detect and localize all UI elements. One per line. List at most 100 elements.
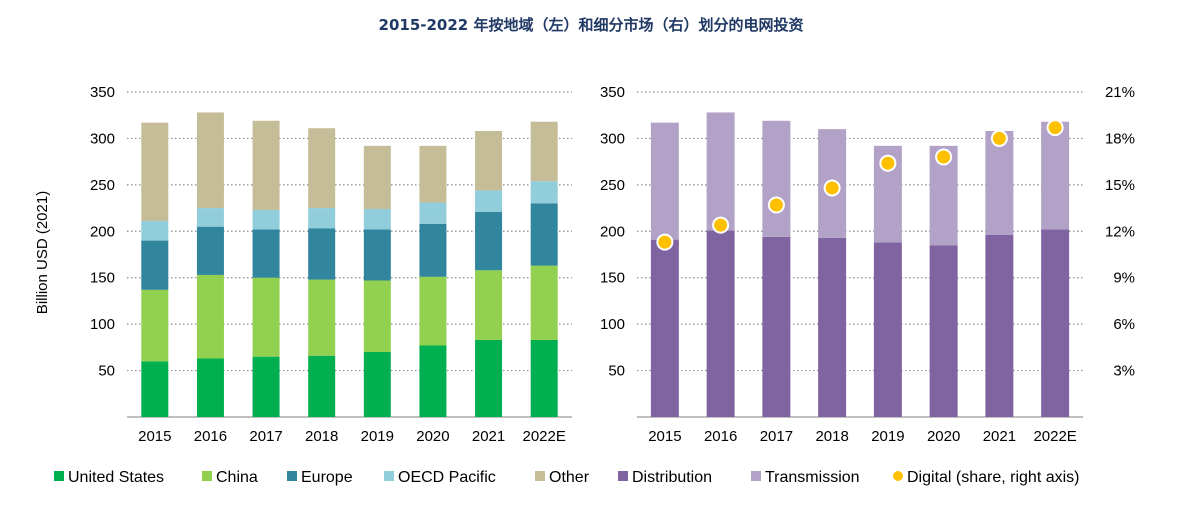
legend-marker-europe (287, 471, 297, 481)
x-tick-label: 2015 (648, 428, 681, 445)
legend-label-transmission: Transmission (765, 469, 860, 486)
bar-oecd-pacific (530, 181, 558, 204)
bar-china (308, 279, 336, 356)
bar-united-states (363, 352, 391, 417)
bar-china (363, 280, 391, 352)
bar-china (196, 274, 224, 359)
legend-marker-oecd-pacific (384, 471, 394, 481)
legend-label-distribution: Distribution (632, 469, 712, 486)
legend-label-china: China (216, 469, 258, 486)
bar-united-states (252, 356, 280, 417)
bar-united-states (530, 339, 558, 417)
bar-distribution (1041, 229, 1070, 417)
bar-other (419, 145, 447, 203)
y2-tick-label: 6% (1113, 316, 1135, 333)
bar-other (530, 121, 558, 182)
bar-oecd-pacific (308, 208, 336, 229)
point-digital-share-right-axis (656, 233, 674, 251)
y-tick-label: 350 (90, 84, 115, 101)
x-tick-label: 2022E (1033, 428, 1076, 445)
point-digital-share-right-axis (823, 179, 841, 197)
bar-united-states (419, 345, 447, 417)
x-tick-label: 2016 (194, 428, 227, 445)
y-tick-label: 250 (600, 177, 625, 194)
bar-europe (363, 229, 391, 281)
legend-label-other: Other (549, 469, 590, 486)
bar-oecd-pacific (475, 190, 503, 212)
x-tick-label: 2019 (361, 428, 394, 445)
bar-distribution (929, 245, 958, 417)
bar-other (308, 128, 336, 209)
bar-other (252, 120, 280, 210)
y-tick-label: 200 (90, 223, 115, 240)
x-tick-label: 2020 (927, 428, 960, 445)
y-tick-label: 50 (98, 363, 115, 380)
chart-title: 2015-2022 年按地域（左）和细分市场（右）划分的电网投资 (378, 16, 804, 34)
y-tick-label: 100 (90, 316, 115, 333)
y2-tick-label: 3% (1113, 363, 1135, 380)
x-tick-label: 2020 (416, 428, 449, 445)
bar-oecd-pacific (141, 221, 169, 241)
y-axis-label: Billion USD (2021) (34, 191, 51, 314)
y-tick-label: 100 (600, 316, 625, 333)
legend-label-united-states: United States (68, 469, 164, 486)
bar-oecd-pacific (363, 209, 391, 230)
y-tick-label: 150 (600, 270, 625, 287)
bar-united-states (141, 361, 169, 417)
bar-other (141, 122, 169, 222)
y2-tick-label: 12% (1105, 223, 1135, 240)
x-tick-label: 2021 (472, 428, 505, 445)
x-tick-label: 2019 (871, 428, 904, 445)
legend: United States China Europe OECD Pacific Othe… (54, 469, 1080, 486)
x-tick-label: 2017 (760, 428, 793, 445)
legend-marker-united-states (54, 471, 64, 481)
x-tick-label: 2016 (704, 428, 737, 445)
legend-marker-digital-share-right-axis (893, 471, 903, 481)
y-tick-label: 250 (90, 177, 115, 194)
y-tick-label: 300 (90, 130, 115, 147)
y2-tick-label: 9% (1113, 270, 1135, 287)
y-tick-label: 200 (600, 223, 625, 240)
x-tick-label: 2018 (305, 428, 338, 445)
bar-china (475, 270, 503, 340)
bar-europe (419, 223, 447, 277)
y2-tick-label: 15% (1105, 177, 1135, 194)
y2-tick-label: 18% (1105, 130, 1135, 147)
bar-other (196, 112, 224, 209)
x-tick-label: 2022E (523, 428, 566, 445)
point-digital-share-right-axis (879, 154, 897, 172)
bar-china (141, 289, 169, 362)
y-tick-label: 300 (600, 130, 625, 147)
point-digital-share-right-axis (990, 129, 1008, 147)
legend-label-digital-share-right-axis: Digital (share, right axis) (907, 469, 1080, 486)
bar-oecd-pacific (419, 202, 447, 224)
legend-marker-china (202, 471, 212, 481)
bar-europe (530, 203, 558, 266)
x-tick-label: 2017 (249, 428, 282, 445)
bar-distribution (762, 236, 791, 417)
bar-transmission (762, 120, 791, 237)
bar-oecd-pacific (252, 209, 280, 230)
bar-transmission (706, 112, 735, 231)
bar-europe (196, 226, 224, 275)
y-tick-label: 350 (600, 84, 625, 101)
right-chart-segment: 50 100 150 200 250 300 350 2015 2016 2017 2018 2019… (600, 84, 1135, 445)
left-chart-regional: 50 100 150 200 250 300 350 2015 2016 2017 2018 2019… (34, 84, 572, 445)
bar-united-states (308, 355, 336, 417)
bar-transmission (650, 122, 679, 240)
x-tick-label: 2015 (138, 428, 171, 445)
bar-distribution (873, 242, 902, 417)
bar-europe (308, 228, 336, 280)
y2-tick-label: 21% (1105, 84, 1135, 101)
bar-united-states (475, 339, 503, 417)
bar-oecd-pacific (196, 208, 224, 227)
legend-marker-transmission (751, 471, 761, 481)
bar-united-states (196, 358, 224, 417)
bar-china (530, 265, 558, 340)
legend-label-europe: Europe (301, 469, 353, 486)
bar-distribution (818, 237, 847, 417)
bar-china (252, 277, 280, 357)
bar-distribution (706, 230, 735, 417)
bar-china (419, 276, 447, 346)
